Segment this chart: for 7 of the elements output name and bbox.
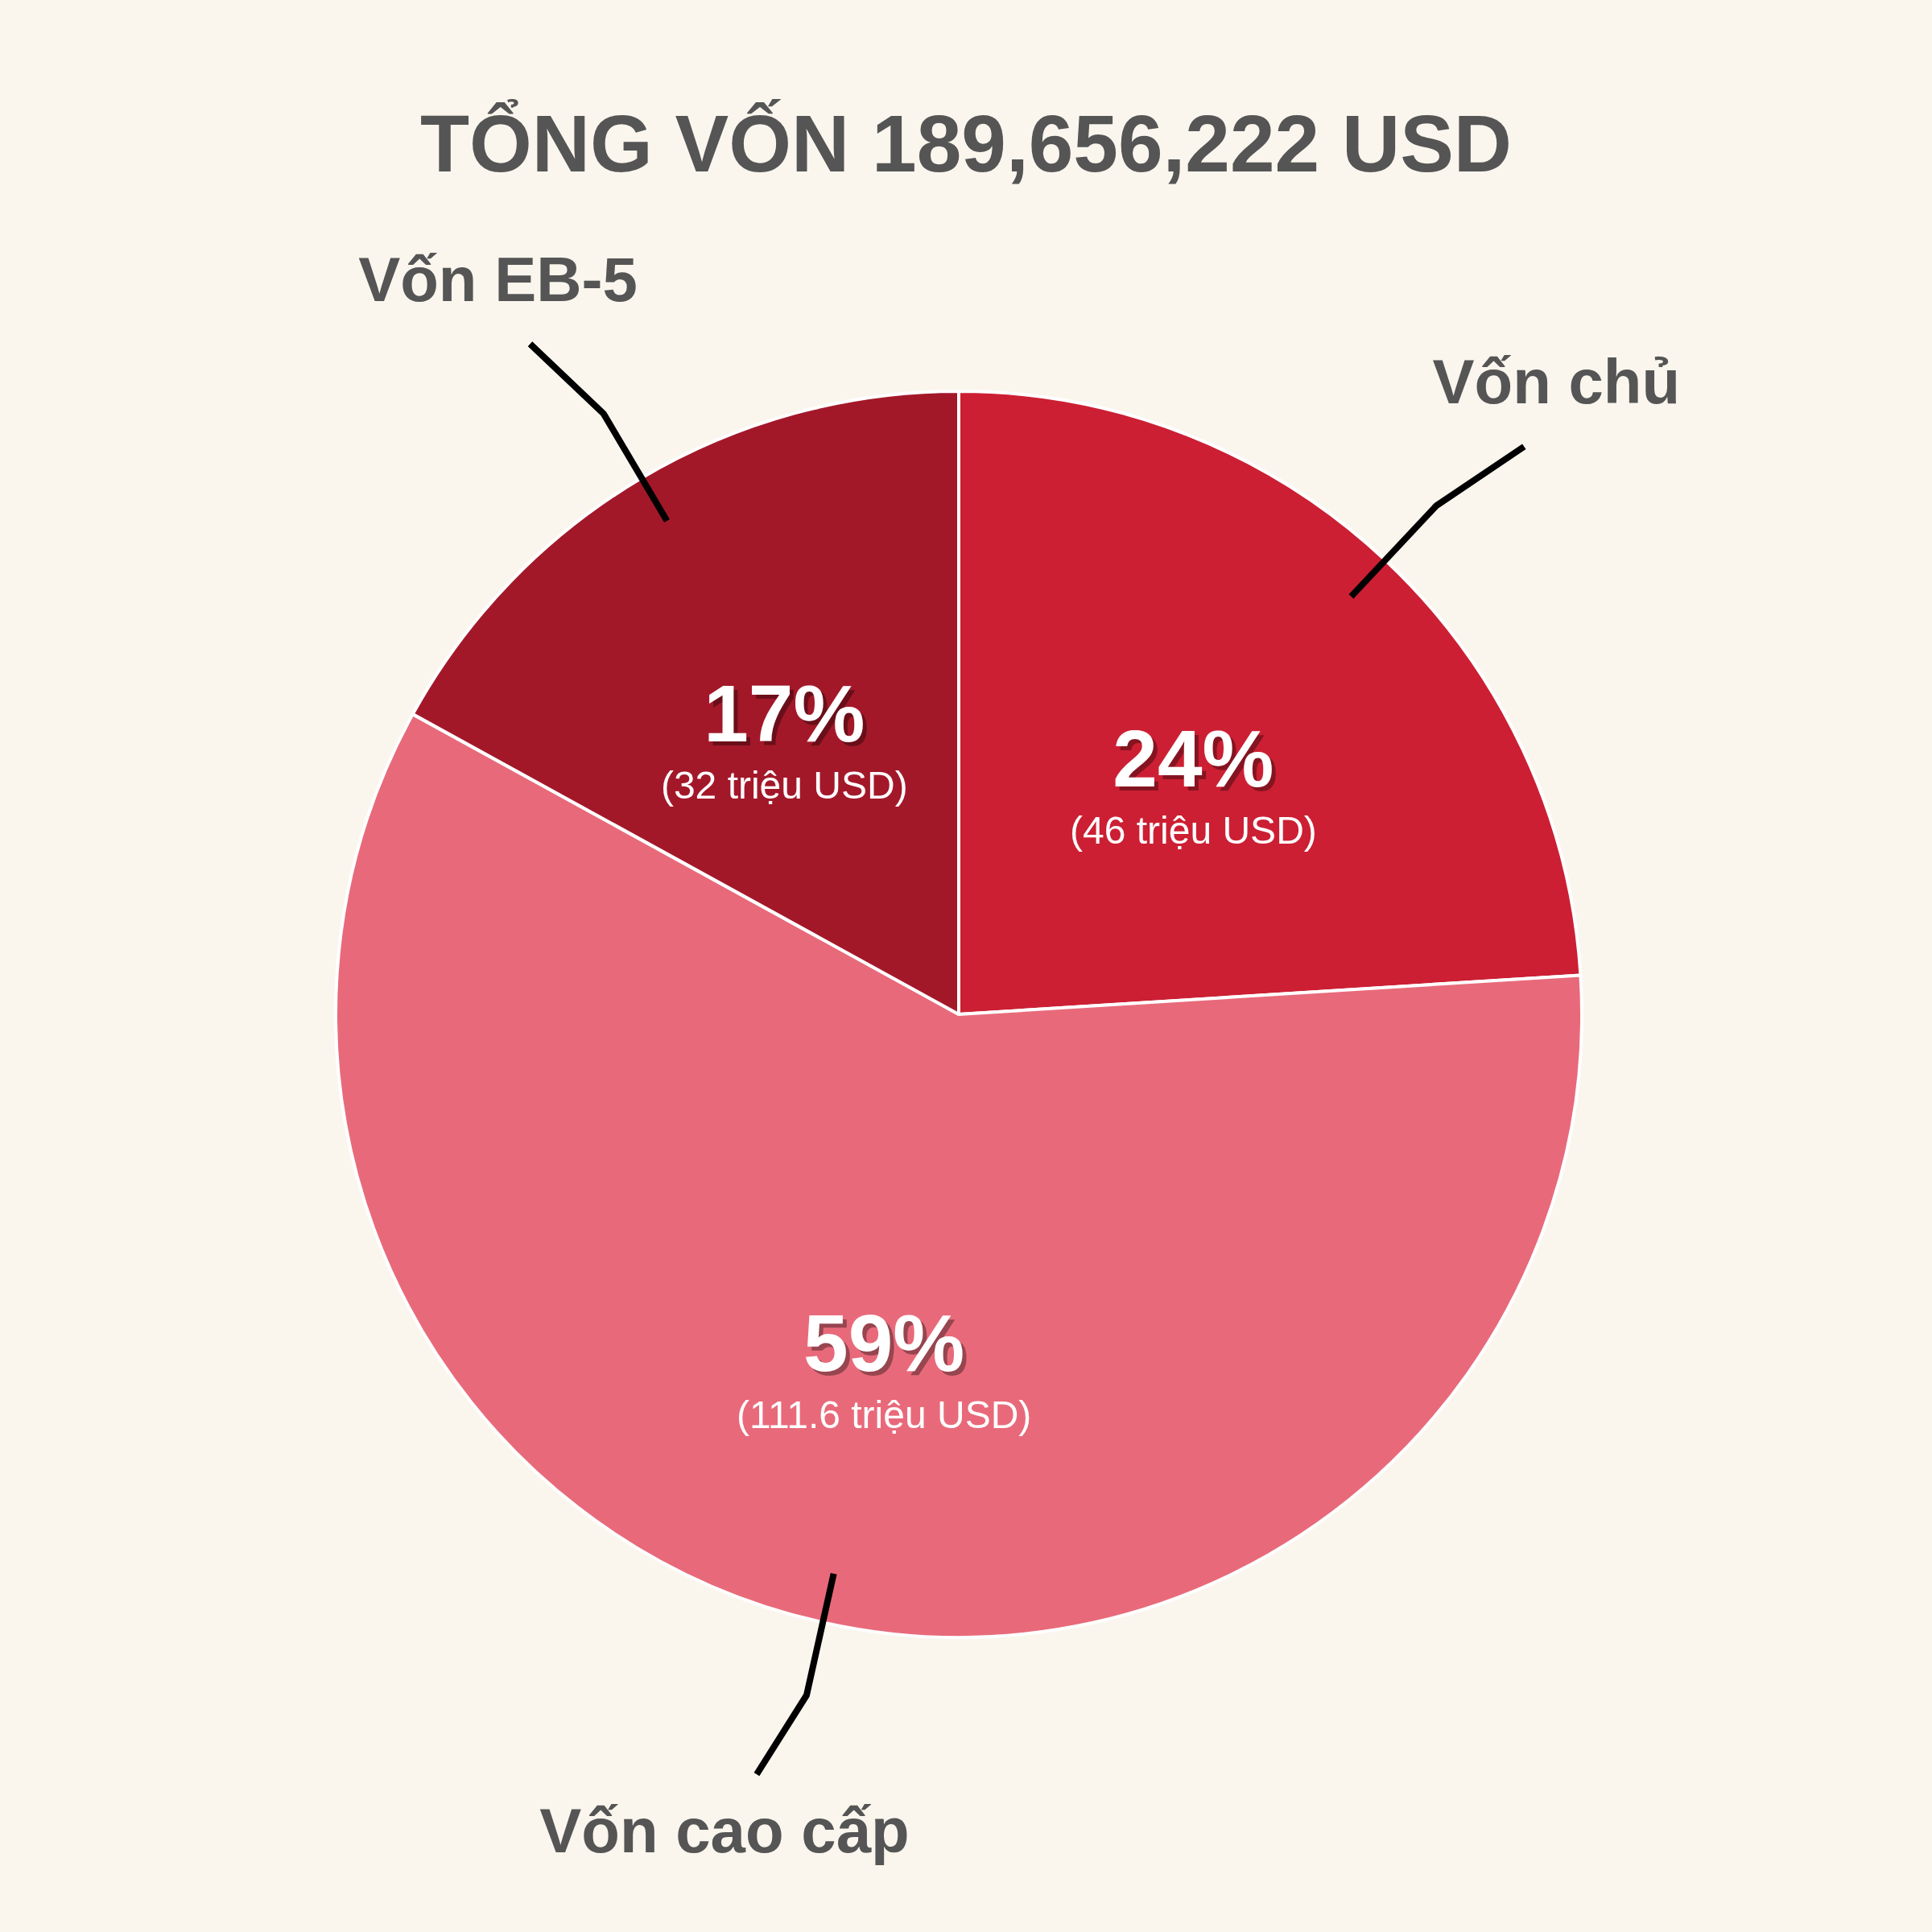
text: (46 triệu USD) xyxy=(1070,808,1317,852)
slice-label: Vốn cao cấp xyxy=(539,1794,910,1866)
slice-label: Vốn EB-5 xyxy=(358,243,638,315)
text: (111.6 triệu USD) xyxy=(736,1393,1032,1436)
chart-title: TỔNG VỐN 189,656,222 USD xyxy=(419,97,1513,188)
text: (32 triệu USD) xyxy=(660,763,908,807)
slice-label: Vốn chủ xyxy=(1432,346,1681,418)
